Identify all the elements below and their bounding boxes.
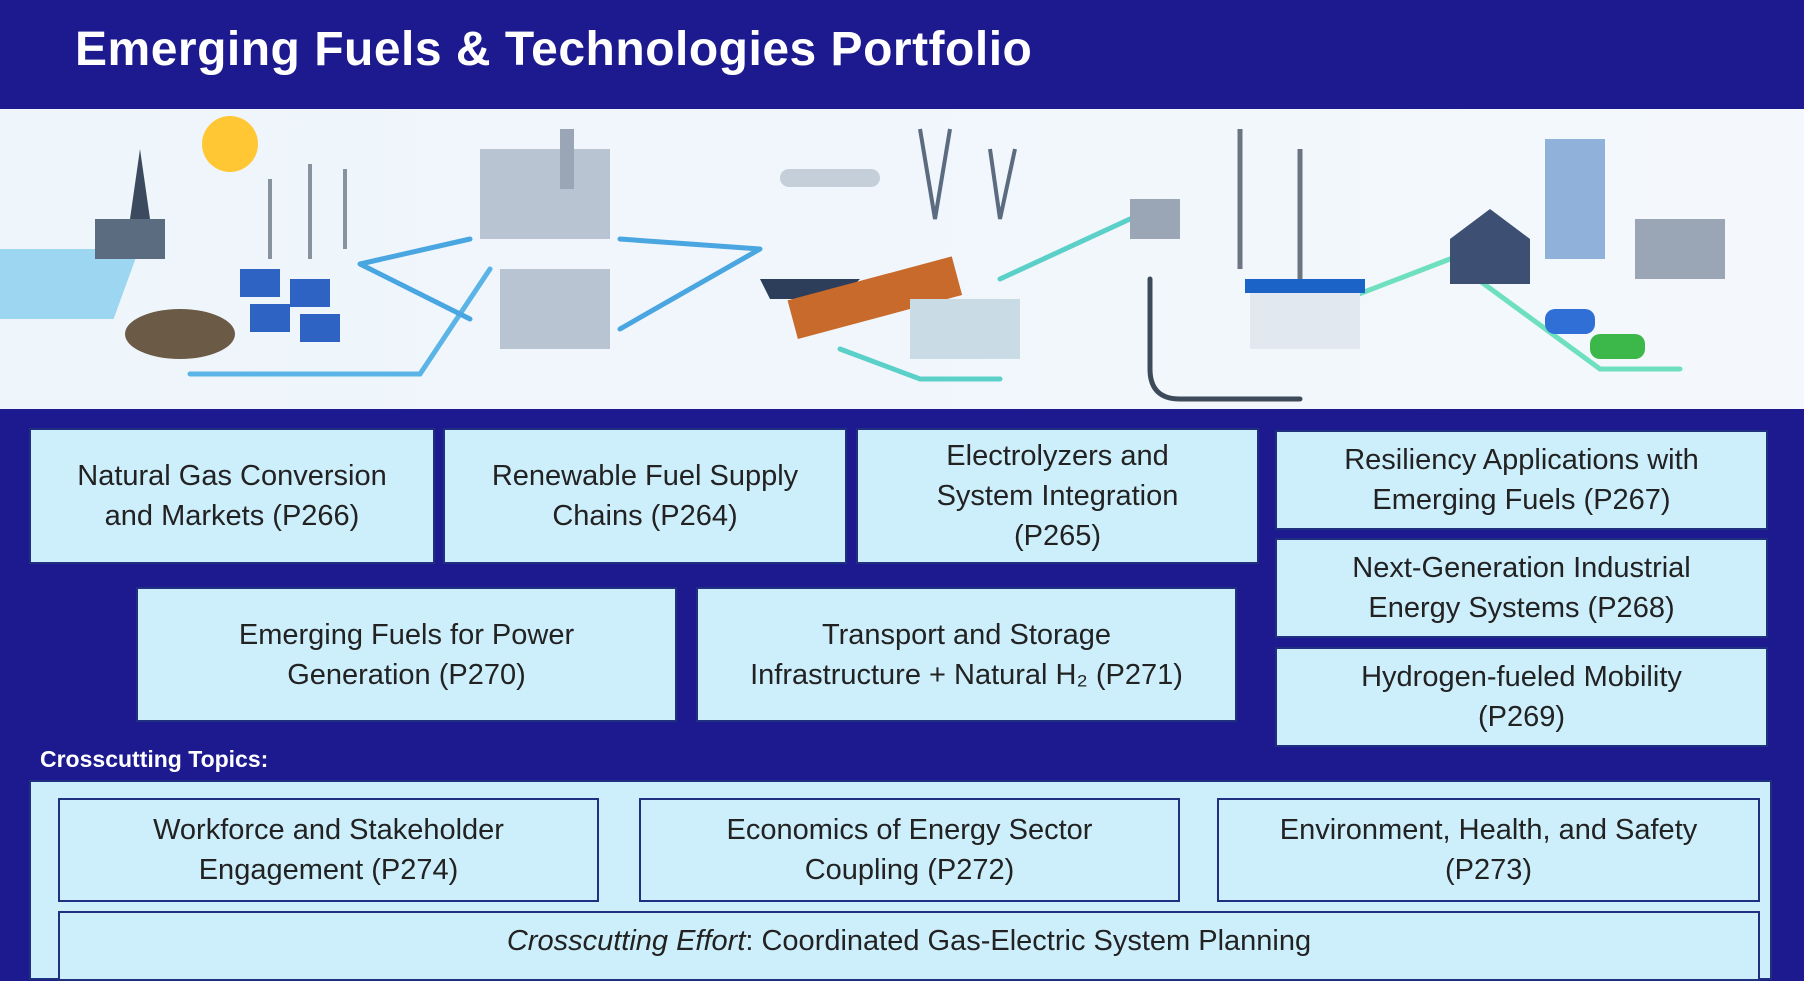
crosscutting-effort: Crosscutting Effort: Coordinated Gas-Ele… xyxy=(58,911,1760,981)
effort-text: : Coordinated Gas-Electric System Planni… xyxy=(745,925,1312,957)
illustration xyxy=(0,109,1804,409)
box-line: Next-Generation Industrial xyxy=(1352,552,1691,584)
topic-box: Environment, Health, and Safety (P273) xyxy=(1217,798,1760,902)
box-line: Infrastructure + Natural H₂ (P271) xyxy=(750,658,1183,691)
box-line: Coupling (P272) xyxy=(804,854,1015,886)
box-line: Renewable Fuel Supply xyxy=(491,460,799,492)
program-box: Emerging Fuels for Power Generation (P270… xyxy=(136,587,677,722)
box-line: Emerging Fuels (P267) xyxy=(1372,484,1671,516)
program-box: Natural Gas Conversion and Markets (P266) xyxy=(29,428,435,564)
effort-line: Crosscutting Effort: Coordinated Gas-Ele… xyxy=(507,921,1311,961)
box-line: Engagement (P274) xyxy=(198,854,459,886)
program-box: Resiliency Applications with Emerging Fue… xyxy=(1275,430,1768,530)
box-line: Natural Gas Conversion xyxy=(77,460,387,492)
program-box: Transport and Storage Infrastructure + Na… xyxy=(696,587,1237,722)
box-line: Electrolyzers and xyxy=(946,440,1169,472)
box-line: and Markets (P266) xyxy=(104,500,360,532)
box-line: Transport and Storage xyxy=(821,618,1112,651)
topic-box: Workforce and Stakeholder Engagement (P27… xyxy=(58,798,599,902)
box-line: Workforce and Stakeholder xyxy=(153,814,504,846)
page-title: Emerging Fuels & Technologies Portfolio xyxy=(75,23,1033,76)
box-line: (P273) xyxy=(1444,854,1533,886)
crosscutting-heading: Crosscutting Topics: xyxy=(40,746,269,772)
box-line: Generation (P270) xyxy=(287,658,526,691)
box-line: Economics of Energy Sector xyxy=(726,814,1093,846)
program-box: Hydrogen-fueled Mobility (P269) xyxy=(1275,647,1768,747)
box-line: Emerging Fuels for Power xyxy=(238,618,575,651)
box-line: Resiliency Applications with xyxy=(1344,444,1699,476)
box-line: Hydrogen-fueled Mobility xyxy=(1361,661,1682,693)
box-line: (P269) xyxy=(1477,701,1566,733)
box-line: Environment, Health, and Safety xyxy=(1279,814,1698,846)
effort-label: Crosscutting Effort xyxy=(506,925,746,957)
program-box: Renewable Fuel Supply Chains (P264) xyxy=(443,428,847,564)
box-line: Chains (P264) xyxy=(552,500,738,532)
program-box: Next-Generation Industrial Energy Systems… xyxy=(1275,538,1768,638)
program-box: Electrolyzers and System Integration (P265… xyxy=(856,428,1259,564)
topic-box: Economics of Energy Sector Coupling (P272… xyxy=(639,798,1180,902)
box-line: (P265) xyxy=(1013,520,1102,552)
box-line: Energy Systems (P268) xyxy=(1368,592,1675,624)
box-line: System Integration xyxy=(936,480,1179,512)
